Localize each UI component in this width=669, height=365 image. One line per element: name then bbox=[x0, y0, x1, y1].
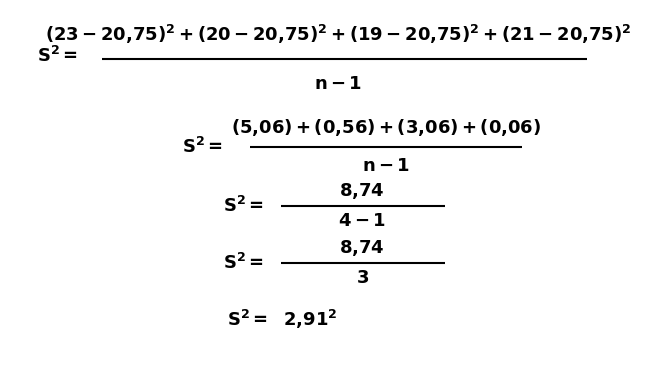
Text: $\mathbf{S^2 =}$: $\mathbf{S^2 =}$ bbox=[182, 137, 223, 157]
Text: $\mathbf{S^2 =}$: $\mathbf{S^2 =}$ bbox=[223, 253, 264, 273]
Text: $\mathbf{(5{,}06) + (0{,}56) + (3{,}06) + (0{,}06)}$: $\mathbf{(5{,}06) + (0{,}56) + (3{,}06) … bbox=[231, 117, 541, 138]
Text: $\mathbf{n - 1}$: $\mathbf{n - 1}$ bbox=[362, 157, 410, 176]
Text: $\mathbf{3}$: $\mathbf{3}$ bbox=[356, 269, 369, 287]
Text: $\mathbf{S^2 =}$: $\mathbf{S^2 =}$ bbox=[223, 196, 264, 216]
Text: $\mathbf{4 - 1}$: $\mathbf{4 - 1}$ bbox=[339, 212, 386, 230]
Text: $\mathbf{S^2 =}$: $\mathbf{S^2 =}$ bbox=[37, 46, 78, 66]
Text: $\mathbf{n - 1}$: $\mathbf{n - 1}$ bbox=[314, 76, 363, 93]
Text: $\mathbf{8{,}74}$: $\mathbf{8{,}74}$ bbox=[339, 238, 385, 258]
Text: $\mathbf{8{,}74}$: $\mathbf{8{,}74}$ bbox=[339, 181, 385, 201]
Text: $\mathbf{S^2 =\ \ 2{,}91^2}$: $\mathbf{S^2 =\ \ 2{,}91^2}$ bbox=[227, 308, 338, 331]
Text: $\mathbf{(23 - 20{,}75)^2 + (20 - 20{,}75)^2 + (19 - 20{,}75)^2 + (21 - 20{,}75): $\mathbf{(23 - 20{,}75)^2 + (20 - 20{,}7… bbox=[45, 23, 632, 46]
